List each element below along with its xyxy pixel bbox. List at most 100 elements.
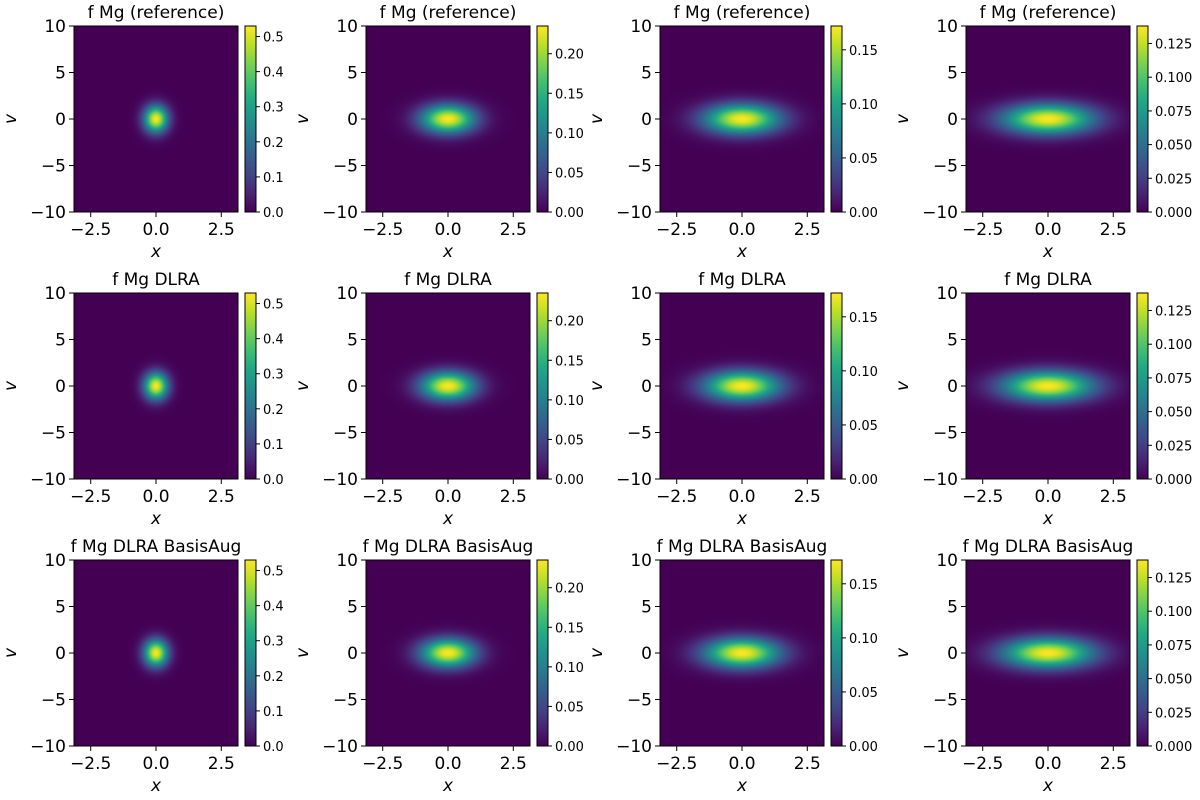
colorbar-tick-label: 0.050 (1155, 673, 1192, 688)
heatmap-image (660, 26, 824, 212)
subplot-r3-c2: f Mg DLRA BasisAug −2.5 0.0 2.5 −10 −5 0 5 10 x v 0… (293, 537, 584, 796)
colorbar-tick-label: 0.075 (1155, 105, 1192, 120)
y-tick-label: 10 (936, 17, 958, 37)
y-tick-label: 10 (630, 284, 652, 304)
colorbar-tick-label: 0.025 (1155, 172, 1192, 187)
heatmap-image (366, 560, 530, 746)
y-tick-label: 10 (44, 284, 66, 304)
subplot-r1-c4: f Mg (reference) −2.5 0.0 2.5 −10 −5 0 5 10 x v 0.0… (893, 3, 1192, 262)
colorbar-tick-label: 0.100 (1155, 71, 1192, 86)
colorbar (244, 25, 257, 213)
y-tick-label: −5 (933, 157, 958, 177)
y-axis-label: v (293, 113, 313, 124)
colorbar (536, 559, 549, 747)
y-axis-label: v (893, 380, 913, 391)
x-axis-label: x (150, 776, 162, 796)
x-tick-label: 0.0 (434, 220, 461, 240)
colorbar (830, 559, 843, 747)
x-tick-label: 2.5 (794, 220, 821, 240)
x-axis-label: x (736, 509, 748, 529)
x-tick-label: 0.0 (1034, 487, 1061, 507)
colorbar-tick-label: 0.2 (263, 403, 284, 418)
colorbar-tick-label: 0.0 (263, 740, 284, 755)
y-tick-label: 10 (630, 551, 652, 571)
y-tick-label: −5 (627, 691, 652, 711)
x-tick-label: 2.5 (794, 487, 821, 507)
x-tick-label: 2.5 (1100, 754, 1127, 774)
x-axis-label: x (442, 509, 454, 529)
heatmap-image (660, 560, 824, 746)
y-axis-label: v (587, 647, 607, 658)
colorbar (536, 25, 549, 213)
colorbar-tick-label: 0.025 (1155, 439, 1192, 454)
y-axis-label: v (1, 647, 21, 658)
x-tick-label: 0.0 (1034, 220, 1061, 240)
colorbar-tick-label: 0.000 (1155, 740, 1192, 755)
y-axis-label: v (293, 380, 313, 391)
subplot-r1-c2: f Mg (reference) −2.5 0.0 2.5 −10 −5 0 5 10 x v 0.0… (293, 3, 584, 262)
colorbar-tick-label: 0.10 (555, 394, 584, 409)
colorbar-tick-label: 0.100 (1155, 338, 1192, 353)
y-tick-label: 0 (947, 110, 958, 130)
subplot-r2-c3: f Mg DLRA −2.5 0.0 2.5 −10 −5 0 5 10 x v 0.00 0.05 0.… (587, 270, 878, 529)
y-axis-label: v (893, 647, 913, 658)
y-axis-label: v (293, 647, 313, 658)
x-axis-label: x (1042, 242, 1054, 262)
x-tick-label: −2.5 (962, 220, 1003, 240)
subplot-r1-c3: f Mg (reference) −2.5 0.0 2.5 −10 −5 0 5 10 x v 0.0… (587, 3, 878, 262)
x-tick-label: −2.5 (962, 487, 1003, 507)
x-tick-label: 0.0 (728, 487, 755, 507)
y-tick-label: 10 (336, 284, 358, 304)
x-tick-label: −2.5 (362, 220, 403, 240)
y-tick-label: −5 (41, 691, 66, 711)
colorbar-tick-label: 0.0 (263, 473, 284, 488)
colorbar-tick-label: 0.20 (555, 315, 584, 330)
y-tick-label: 5 (347, 331, 358, 351)
y-tick-label: −5 (333, 157, 358, 177)
y-tick-label: 5 (641, 64, 652, 84)
y-tick-label: 10 (44, 551, 66, 571)
y-tick-label: 0 (641, 110, 652, 130)
colorbar-tick-label: 0.00 (849, 740, 878, 755)
y-tick-label: 10 (936, 284, 958, 304)
y-tick-label: 5 (947, 331, 958, 351)
x-tick-label: 2.5 (500, 220, 527, 240)
y-tick-label: 5 (641, 598, 652, 618)
x-axis-label: x (736, 776, 748, 796)
subplot-r3-c3: f Mg DLRA BasisAug −2.5 0.0 2.5 −10 −5 0 5 10 x v 0… (587, 537, 878, 796)
heatmap-image (74, 560, 238, 746)
y-axis-label: v (587, 380, 607, 391)
colorbar-tick-label: 0.15 (849, 311, 878, 326)
x-tick-label: −2.5 (962, 754, 1003, 774)
colorbar-tick-label: 0.15 (555, 354, 584, 369)
x-axis-label: x (1042, 776, 1054, 796)
y-tick-label: −5 (933, 424, 958, 444)
subplot-title: f Mg DLRA BasisAug (363, 537, 534, 557)
subplot-r2-c1: f Mg DLRA −2.5 0.0 2.5 −10 −5 0 5 10 x v 0.0 0.1 0.2 0… (1, 270, 284, 529)
colorbar-tick-label: 0.075 (1155, 639, 1192, 654)
x-tick-label: 0.0 (1034, 754, 1061, 774)
colorbar-tick-label: 0.4 (263, 333, 284, 348)
y-tick-label: 0 (641, 377, 652, 397)
y-tick-label: 0 (347, 377, 358, 397)
colorbar (244, 559, 257, 747)
colorbar-tick-label: 0.0 (263, 206, 284, 221)
x-axis-label: x (150, 242, 162, 262)
colorbar-tick-label: 0.3 (263, 368, 284, 383)
colorbar (1136, 559, 1149, 747)
colorbar-tick-label: 0.15 (555, 87, 584, 102)
x-tick-label: −2.5 (656, 754, 697, 774)
x-tick-label: 0.0 (434, 487, 461, 507)
colorbar-tick-label: 0.05 (849, 152, 878, 167)
y-tick-label: 10 (630, 17, 652, 37)
colorbar (830, 25, 843, 213)
y-tick-label: −10 (322, 470, 358, 490)
colorbar-tick-label: 0.125 (1155, 572, 1192, 587)
y-tick-label: −10 (922, 203, 958, 223)
y-tick-label: 0 (347, 644, 358, 664)
colorbar-tick-label: 0.00 (555, 473, 584, 488)
colorbar-tick-label: 0.125 (1155, 38, 1192, 53)
y-tick-label: 5 (347, 64, 358, 84)
colorbar-tick-label: 0.1 (263, 438, 284, 453)
subplot-title: f Mg (reference) (88, 3, 225, 23)
